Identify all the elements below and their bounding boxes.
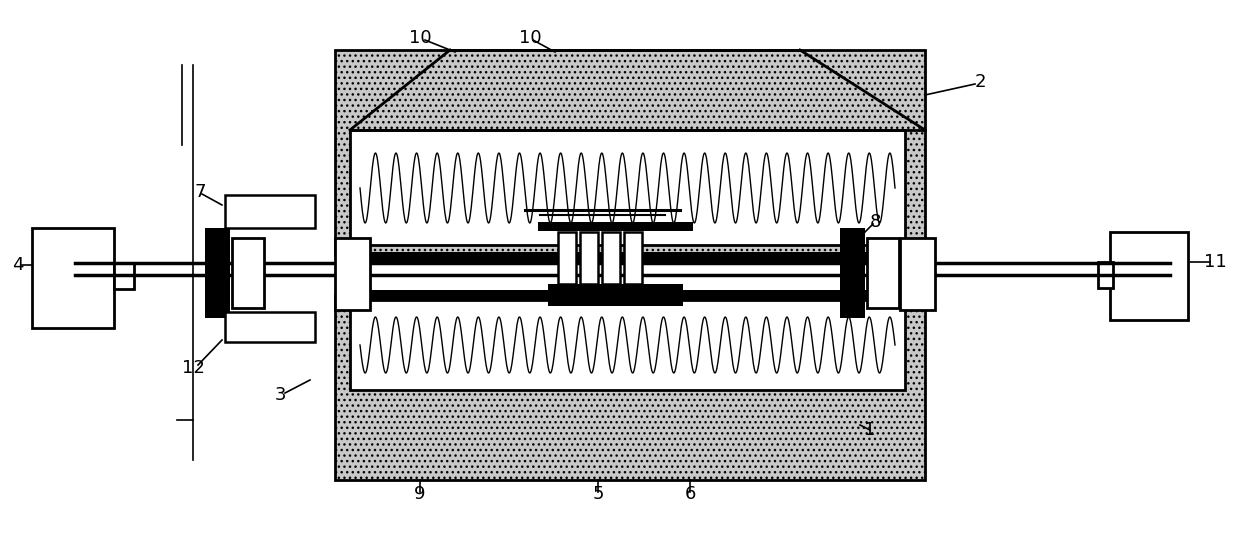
Text: 2: 2 <box>974 73 986 91</box>
Text: 12: 12 <box>182 359 204 377</box>
Text: 3: 3 <box>274 386 286 404</box>
Text: 8: 8 <box>870 213 881 231</box>
Bar <box>335 252 935 264</box>
Bar <box>32 228 114 328</box>
Bar <box>361 313 895 377</box>
Text: 6: 6 <box>684 485 695 503</box>
Bar <box>1110 232 1188 320</box>
Bar <box>538 222 693 231</box>
Bar <box>335 295 926 480</box>
Bar <box>114 263 134 289</box>
Bar <box>558 232 576 284</box>
Bar <box>840 228 865 318</box>
Bar <box>361 149 895 227</box>
Bar <box>335 290 935 300</box>
Bar <box>548 284 683 306</box>
Bar <box>624 232 642 284</box>
Bar <box>602 232 620 284</box>
Bar <box>335 50 926 255</box>
Bar <box>204 228 230 318</box>
Text: 1: 1 <box>865 421 876 439</box>
Text: 5: 5 <box>592 485 603 503</box>
Bar <box>232 238 264 308</box>
Bar <box>349 130 904 245</box>
Text: 10: 10 <box>409 29 431 47</box>
Bar <box>225 195 315 228</box>
Text: 10: 10 <box>519 29 541 47</box>
Text: 11: 11 <box>1203 253 1227 271</box>
Bar <box>867 238 900 308</box>
Text: 4: 4 <box>12 256 24 274</box>
Bar <box>225 312 315 342</box>
Bar <box>1098 262 1113 288</box>
Text: 7: 7 <box>195 183 206 201</box>
Bar <box>349 300 904 390</box>
Bar <box>335 238 370 310</box>
Bar <box>580 232 598 284</box>
Bar <box>900 238 935 310</box>
Text: 9: 9 <box>414 485 426 503</box>
